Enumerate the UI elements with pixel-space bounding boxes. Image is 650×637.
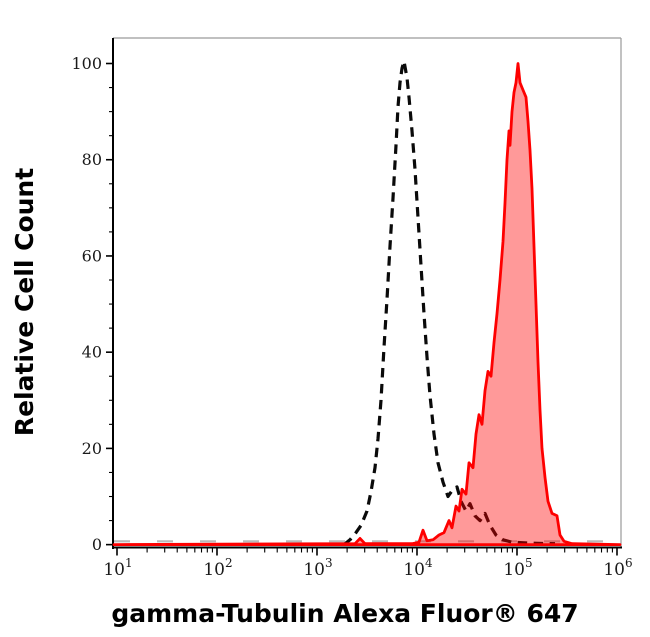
x-axis-title: gamma-Tubulin Alexa Fluor® 647 [111, 599, 578, 628]
control-curve [343, 59, 556, 546]
x-tick-label: 103 [303, 556, 332, 580]
sample-curve [112, 62, 622, 546]
x-tick-label: 101 [103, 556, 132, 580]
y-tick-label: 20 [82, 439, 102, 458]
y-tick-label: 0 [92, 535, 102, 554]
curves-layer [112, 59, 622, 546]
x-tick-label: 102 [203, 556, 232, 580]
x-tick-label: 105 [503, 556, 532, 580]
x-tick-label: 106 [603, 556, 632, 580]
y-tick-label: 80 [82, 150, 102, 169]
plot-area: 0 20 40 60 80 100 101 102 103 104 105 106 [71, 37, 633, 580]
y-tick-label: 100 [71, 54, 102, 73]
y-tick-label: 60 [82, 246, 102, 265]
y-tick-label: 40 [82, 343, 102, 362]
y-axis-title: Relative Cell Count [10, 168, 39, 436]
x-tick-label: 104 [403, 556, 433, 580]
